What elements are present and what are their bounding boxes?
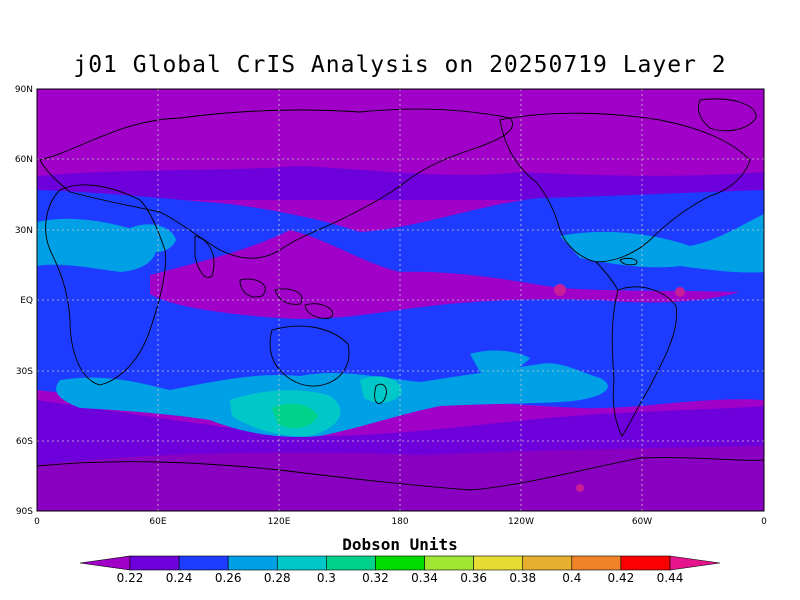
field-cyan-north-africa bbox=[37, 218, 156, 272]
colorbar-tick-label: 0.44 bbox=[657, 571, 684, 585]
colorbar-tick-label: 0.4 bbox=[562, 571, 581, 585]
lon-tick-label: 180 bbox=[391, 517, 408, 527]
colorbar-swatch bbox=[326, 555, 376, 571]
map-title: j01 Global CrIS Analysis on 20250719 Lay… bbox=[73, 52, 727, 78]
colorbar bbox=[79, 555, 721, 571]
colorbar-swatch bbox=[522, 555, 573, 571]
colorbar-tick-label: 0.32 bbox=[362, 571, 389, 585]
lon-tick-label: 120W bbox=[508, 517, 534, 527]
lon-tick-label: 0 bbox=[34, 517, 40, 527]
lat-axis: 90N 60N 30N EQ 30S 60S 90S bbox=[15, 85, 33, 517]
colorbar-tick-label: 0.42 bbox=[608, 571, 635, 585]
lat-tick-label: 60N bbox=[15, 155, 33, 165]
field-polar-south bbox=[37, 446, 764, 511]
lon-tick-label: 120E bbox=[268, 517, 291, 527]
colorbar-swatch bbox=[571, 555, 622, 571]
colorbar-tick-label: 0.22 bbox=[117, 571, 144, 585]
field-magenta-speck bbox=[576, 484, 584, 492]
field-tropic-purple bbox=[150, 230, 740, 319]
lon-tick-label: 60W bbox=[632, 517, 652, 527]
colorbar-swatch bbox=[129, 555, 180, 571]
colorbar-tick-label: 0.28 bbox=[264, 571, 291, 585]
lon-tick-label: 0 bbox=[761, 517, 767, 527]
colorbar-swatch bbox=[375, 555, 425, 571]
field-teal-nz bbox=[360, 376, 402, 403]
colorbar-swatch bbox=[620, 555, 671, 571]
lat-tick-label: EQ bbox=[20, 296, 33, 306]
grid-lines bbox=[37, 89, 764, 511]
lon-axis: 0 60E 120E 180 120W 60W 0 bbox=[34, 517, 767, 527]
colorbar-arrow-low bbox=[79, 555, 131, 571]
lon-tick-label: 60E bbox=[149, 517, 166, 527]
lat-tick-label: 30S bbox=[16, 367, 33, 377]
colorbar-swatch bbox=[178, 555, 229, 571]
colorbar-tick-label: 0.38 bbox=[509, 571, 536, 585]
field-cyan-atlantic bbox=[560, 214, 764, 273]
field-magenta-speck bbox=[675, 287, 685, 297]
field-green-core bbox=[272, 403, 318, 429]
lat-tick-label: 90N bbox=[15, 85, 33, 95]
map-field bbox=[37, 89, 764, 511]
colorbar-swatch bbox=[424, 555, 474, 571]
colorbar-arrow-high bbox=[669, 555, 721, 571]
colorbar-swatch bbox=[276, 555, 327, 571]
colorbar-labels: 0.22 0.24 0.26 0.28 0.3 0.32 0.34 0.36 0.38 0.4 0.… bbox=[117, 571, 684, 585]
colorbar-swatch bbox=[473, 555, 524, 571]
colorbar-tick-label: 0.24 bbox=[166, 571, 193, 585]
field-magenta-speck bbox=[554, 284, 566, 296]
lat-tick-label: 60S bbox=[16, 437, 33, 447]
colorbar-title: Dobson Units bbox=[342, 535, 458, 554]
field-cyan-south-pacific bbox=[470, 350, 530, 374]
colorbar-tick-label: 0.36 bbox=[460, 571, 487, 585]
colorbar-swatch bbox=[227, 555, 278, 571]
field-violet-north bbox=[37, 166, 764, 200]
colorbar-tick-label: 0.34 bbox=[411, 571, 438, 585]
lat-tick-label: 90S bbox=[16, 507, 33, 517]
field-cyan-pacific bbox=[130, 224, 176, 253]
colorbar-tick-label: 0.3 bbox=[317, 571, 336, 585]
map-frame bbox=[36, 88, 765, 512]
colorbar-tick-label: 0.26 bbox=[215, 571, 242, 585]
lat-tick-label: 30N bbox=[15, 226, 33, 236]
